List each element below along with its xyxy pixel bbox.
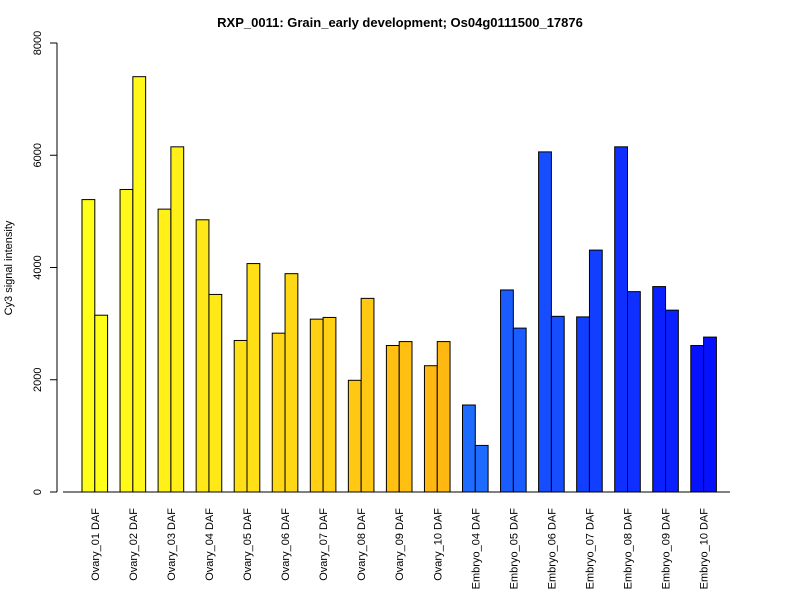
category-label: Ovary_06 DAF	[280, 508, 292, 581]
bar	[233, 339, 248, 493]
category-label: Embryo_09 DAF	[661, 508, 673, 590]
bar	[81, 199, 96, 493]
category-label: Ovary_08 DAF	[356, 508, 368, 581]
category-label: Ovary_01 DAF	[90, 508, 102, 581]
bar	[588, 249, 603, 493]
bar	[576, 316, 590, 493]
bar	[703, 336, 717, 493]
category-label: Ovary_10 DAF	[432, 508, 444, 581]
bar	[665, 309, 679, 493]
bar	[462, 404, 476, 493]
category-label: Embryo_06 DAF	[546, 508, 558, 590]
bar	[474, 444, 489, 493]
bar	[550, 315, 565, 493]
y-tick-label: 4000	[32, 255, 44, 279]
bar	[500, 289, 514, 493]
bar	[309, 318, 324, 493]
category-labels: Ovary_01 DAF Ovary_02 DAF Ovary_03 DAF Ovar…	[90, 508, 711, 590]
category-label: Ovary_05 DAF	[242, 508, 254, 581]
category-label: Ovary_02 DAF	[128, 508, 140, 581]
y-tick-label: 0	[32, 489, 44, 495]
bar	[132, 76, 147, 493]
bar	[322, 316, 337, 493]
category-label: Embryo_08 DAF	[623, 508, 635, 590]
bar	[512, 327, 527, 493]
category-label: Ovary_04 DAF	[204, 508, 216, 581]
bars-group	[81, 76, 717, 493]
bar	[119, 188, 134, 493]
category-label: Embryo_10 DAF	[699, 508, 711, 590]
category-label: Embryo_04 DAF	[470, 508, 482, 590]
bar	[652, 286, 667, 493]
bar	[398, 341, 413, 493]
y-tick-label: 6000	[32, 143, 44, 167]
category-label: Ovary_03 DAF	[166, 508, 178, 581]
category-label: Embryo_05 DAF	[508, 508, 520, 590]
bar	[436, 341, 451, 493]
bar	[94, 314, 109, 493]
bar	[690, 345, 705, 493]
bar	[246, 263, 261, 493]
bar	[360, 297, 375, 493]
y-axis-label: Cy3 signal intensity	[3, 220, 15, 315]
bar	[627, 291, 641, 493]
bar	[208, 293, 223, 493]
bar	[271, 332, 286, 493]
chart-title: RXP_0011: Grain_early development; Os04g…	[217, 15, 583, 30]
bar	[614, 146, 629, 493]
y-tick-label: 2000	[32, 368, 44, 392]
bar	[284, 273, 299, 493]
y-axis: 0 2000 4000 6000 8000	[32, 31, 58, 495]
bar	[195, 219, 210, 493]
category-label: Embryo_07 DAF	[584, 508, 596, 590]
bar	[538, 151, 552, 493]
bar	[423, 365, 438, 493]
category-label: Ovary_07 DAF	[318, 508, 330, 581]
y-tick-label: 8000	[32, 31, 44, 55]
category-label: Ovary_09 DAF	[394, 508, 406, 581]
bar	[157, 208, 172, 493]
bar	[170, 146, 185, 493]
bar	[385, 345, 400, 493]
bar	[347, 379, 362, 493]
